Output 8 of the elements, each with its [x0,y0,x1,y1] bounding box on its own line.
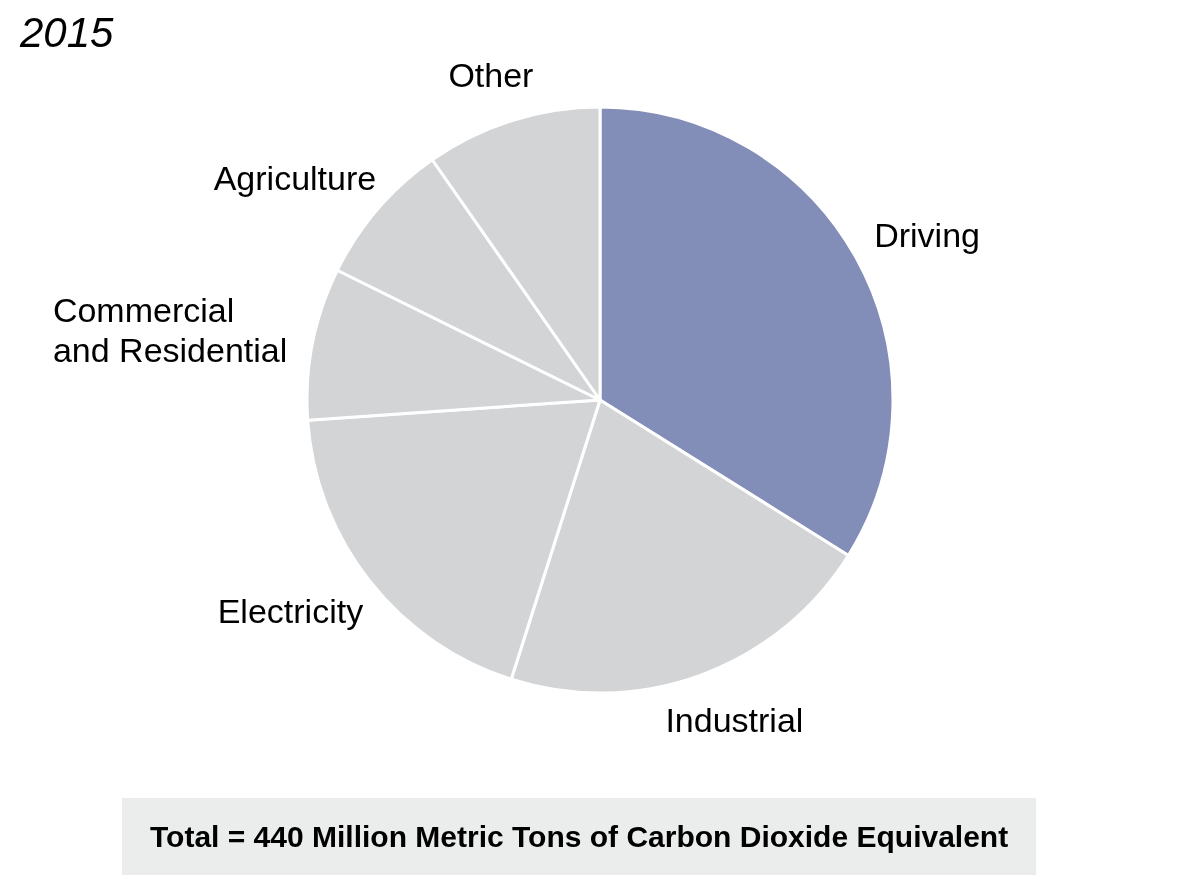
text: Total = 440 Million Metric Tons of Carbon Dioxide Equivalent [150,820,1009,853]
slice-label: Electricity [217,591,364,630]
slice-label: Driving [874,215,980,254]
slice-label: Agriculture [213,158,377,197]
chart-title: 2015 [19,8,115,56]
slice-label: Industrial [665,701,804,740]
slice-label: Commercial and Residential [52,291,288,370]
slice-label: Other [448,55,534,94]
